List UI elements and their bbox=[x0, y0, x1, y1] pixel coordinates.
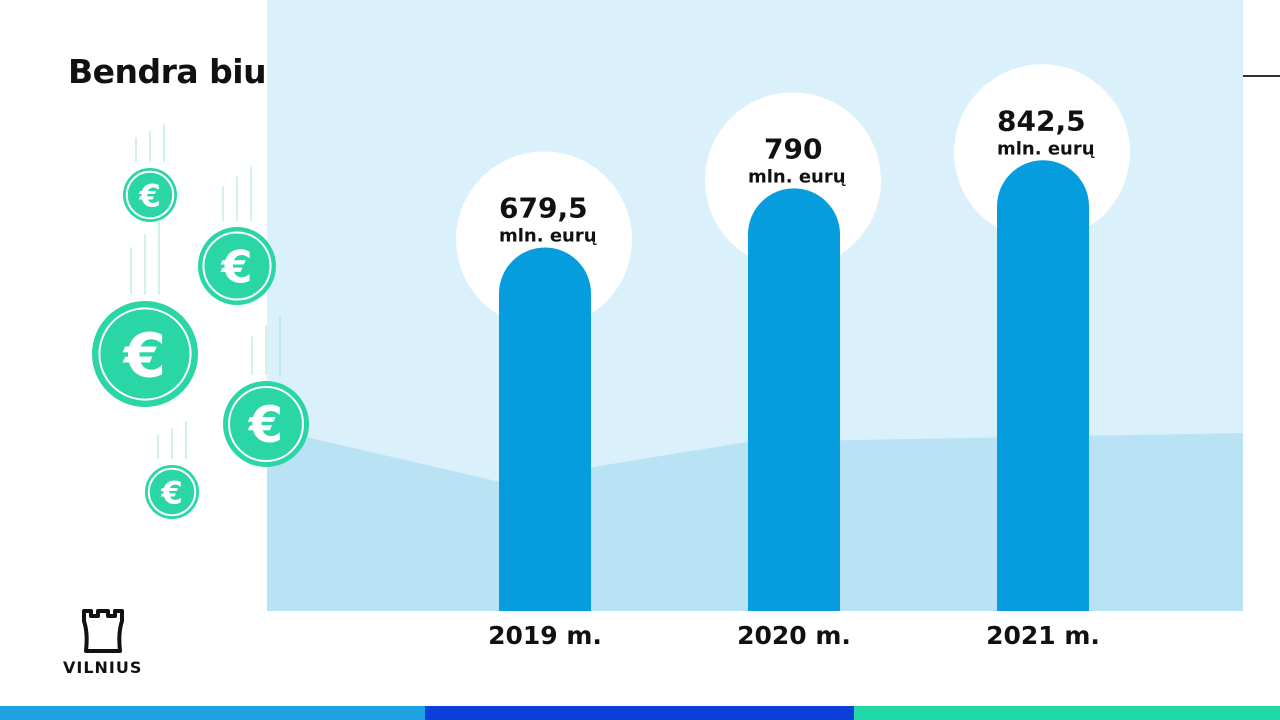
euro-coin-icon: € bbox=[198, 166, 276, 305]
data-value-label: 842,5 bbox=[997, 104, 1086, 137]
category-tick-label: 2019 m. bbox=[488, 621, 602, 650]
bar bbox=[748, 188, 840, 611]
unit-label: mln. eurų bbox=[499, 225, 597, 246]
euro-coin-icon: € bbox=[145, 421, 199, 519]
castle-tower-icon bbox=[82, 609, 124, 653]
svg-text:€: € bbox=[138, 178, 161, 214]
svg-text:€: € bbox=[122, 320, 166, 391]
footer-strip-dark-blue bbox=[425, 706, 854, 720]
falling-coins-decoration: € € € € € bbox=[92, 124, 309, 519]
svg-text:€: € bbox=[160, 475, 183, 511]
category-tick-label: 2021 m. bbox=[986, 621, 1100, 650]
svg-text:€: € bbox=[220, 240, 252, 293]
footer-strip-green bbox=[854, 706, 1280, 720]
bar bbox=[499, 247, 591, 611]
svg-text:€: € bbox=[248, 396, 283, 454]
footer-strip-light-blue bbox=[0, 706, 425, 720]
category-tick-label: 2020 m. bbox=[737, 621, 851, 650]
data-value-label: 790 bbox=[764, 132, 822, 165]
bar bbox=[997, 160, 1089, 611]
euro-coin-icon: € bbox=[92, 220, 198, 407]
logo-text: VILNIUS bbox=[63, 658, 143, 677]
euro-coin-icon: € bbox=[223, 314, 309, 467]
footer-color-strip bbox=[0, 706, 1280, 720]
unit-label: mln. eurų bbox=[748, 166, 846, 187]
unit-label: mln. eurų bbox=[997, 138, 1095, 159]
euro-coin-icon: € bbox=[123, 124, 177, 222]
data-value-label: 679,5 bbox=[499, 191, 588, 224]
